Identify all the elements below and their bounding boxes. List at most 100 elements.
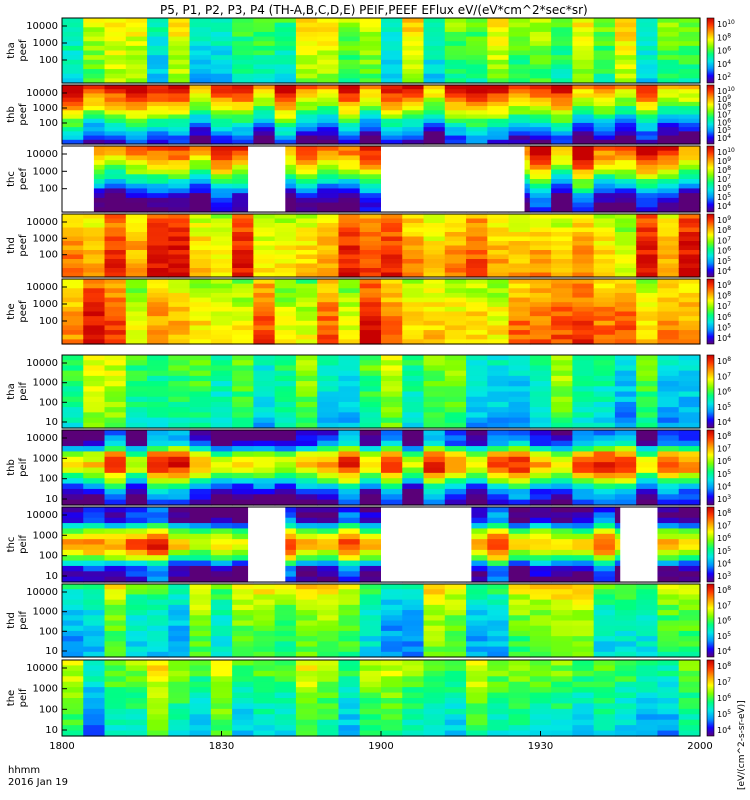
spectrogram-cell xyxy=(125,604,148,611)
y-tick-label: 1000 xyxy=(33,684,58,695)
spectrogram-cell xyxy=(551,164,573,171)
spectrogram-cell xyxy=(83,478,106,485)
spectrogram-cell xyxy=(62,430,84,436)
spectrogram-cell xyxy=(466,370,488,377)
spectrogram-cell xyxy=(529,488,552,495)
spectrogram-cell xyxy=(593,730,616,737)
spectrogram-cell xyxy=(232,451,254,458)
colorbar-tick-label: 108 xyxy=(717,165,731,175)
spectrogram-cell xyxy=(189,45,212,52)
spectrogram-cell xyxy=(487,576,510,583)
spectrogram-cell xyxy=(678,646,701,653)
spectrogram-cell xyxy=(551,55,573,61)
spectrogram-cell xyxy=(657,334,680,340)
spectrogram-cell xyxy=(572,456,595,463)
spectrogram-cell xyxy=(402,93,425,99)
spectrogram-cell xyxy=(253,73,276,79)
spectrogram-cell xyxy=(274,435,297,442)
spectrogram-cell xyxy=(614,306,637,313)
spectrogram-cell xyxy=(402,55,425,61)
spectrogram-cell xyxy=(402,665,425,672)
spectrogram-cell xyxy=(104,708,127,715)
spectrogram-cell xyxy=(402,708,425,715)
spectrogram-cell xyxy=(487,55,510,61)
spectrogram-cell xyxy=(338,430,361,436)
spectrogram-cell xyxy=(338,451,361,458)
spectrogram-cell xyxy=(614,641,637,648)
spectrogram-cell xyxy=(317,241,340,247)
spectrogram-cell xyxy=(83,89,106,95)
spectrogram-cell xyxy=(572,396,595,403)
spectrogram-cell xyxy=(125,670,148,677)
spectrogram-cell xyxy=(614,412,637,419)
spectrogram-cell xyxy=(593,73,616,79)
spectrogram-cell xyxy=(487,719,510,726)
spectrogram-cell xyxy=(295,22,318,28)
spectrogram-cell xyxy=(168,375,191,382)
spectrogram-cell xyxy=(508,288,531,294)
spectrogram-cell xyxy=(593,725,616,732)
spectrogram-cell xyxy=(402,241,425,247)
spectrogram-cell xyxy=(168,386,191,393)
spectrogram-cell xyxy=(466,396,488,403)
spectrogram-cell xyxy=(444,263,467,269)
spectrogram-cell xyxy=(359,703,382,710)
spectrogram-cell xyxy=(168,55,191,61)
spectrogram-cell xyxy=(529,160,552,166)
spectrogram-cell xyxy=(104,589,127,596)
spectrogram-cell xyxy=(529,407,552,413)
spectrogram-cell xyxy=(317,407,340,413)
spectrogram-cell xyxy=(381,499,403,506)
spectrogram-cell xyxy=(614,334,637,340)
spectrogram-cell xyxy=(104,236,127,242)
spectrogram-cell xyxy=(593,110,616,116)
spectrogram-cell xyxy=(402,272,425,278)
spectrogram-cell xyxy=(210,283,233,289)
spectrogram-cell xyxy=(551,660,573,667)
spectrogram-cell xyxy=(125,676,148,683)
spectrogram-cell xyxy=(125,297,148,303)
spectrogram-cell xyxy=(402,73,425,79)
spectrogram-cell xyxy=(678,560,701,567)
spectrogram-cell xyxy=(466,472,488,479)
spectrogram-cell xyxy=(147,227,169,233)
spectrogram-cell xyxy=(317,539,340,546)
spectrogram-cell xyxy=(232,207,254,213)
spectrogram-cell xyxy=(338,122,361,128)
spectrogram-cell xyxy=(614,636,637,642)
spectrogram-cell xyxy=(274,241,297,247)
spectrogram-cell xyxy=(168,676,191,683)
spectrogram-cell xyxy=(529,681,552,688)
spectrogram-cell xyxy=(529,381,552,387)
spectrogram-cell xyxy=(487,494,510,501)
colorbar-tick-label: 106 xyxy=(717,533,731,543)
spectrogram-cell xyxy=(444,670,467,677)
spectrogram-cell xyxy=(487,73,510,79)
spectrogram-cell xyxy=(232,135,254,141)
spectrogram-cell xyxy=(359,630,382,637)
spectrogram-cell xyxy=(381,223,403,229)
spectrogram-cell xyxy=(274,85,297,90)
spectrogram-cell xyxy=(636,227,659,233)
spectrogram-cell xyxy=(232,330,254,336)
spectrogram-cell xyxy=(210,692,233,699)
spectrogram-cell xyxy=(168,478,191,485)
spectrogram-cell xyxy=(147,160,169,166)
spectrogram-cell xyxy=(466,615,488,622)
spectrogram-cell xyxy=(232,254,254,260)
panel-frame xyxy=(61,17,701,84)
spectrogram-cell xyxy=(189,27,212,33)
spectrogram-cell xyxy=(487,533,510,540)
spectrogram-cell xyxy=(466,101,488,107)
spectrogram-cell xyxy=(274,118,297,124)
spectrogram-cell xyxy=(551,571,573,578)
spectrogram-cell xyxy=(83,78,106,84)
y-tick-label: 10000 xyxy=(26,21,58,32)
spectrogram-cell xyxy=(423,472,446,479)
spectrogram-cell xyxy=(572,571,595,578)
spectrogram-cell xyxy=(402,687,425,694)
spectrogram-cell xyxy=(678,288,701,294)
spectrogram-cell xyxy=(338,630,361,637)
spectrogram-cell xyxy=(572,681,595,688)
spectrogram-cell xyxy=(359,555,382,562)
